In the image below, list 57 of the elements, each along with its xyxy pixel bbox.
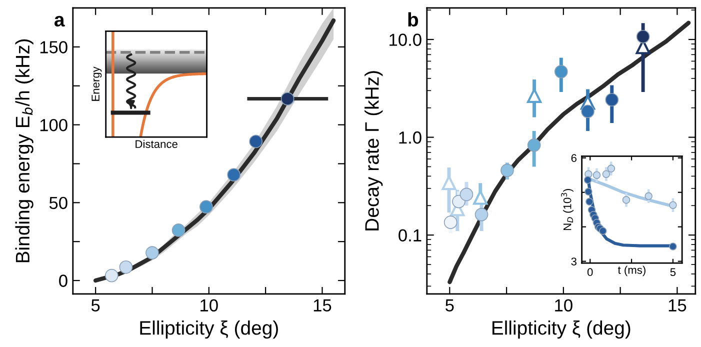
point (598, 227, 607, 235)
x-tick-label: 10 (200, 299, 218, 312)
text: Energy (92, 66, 102, 101)
y-tick-label: 3 (571, 258, 576, 266)
line-series (448, 20, 691, 284)
point (644, 192, 652, 200)
point (442, 176, 456, 190)
y-tick-label: 1.0 (399, 131, 422, 144)
point (104, 268, 118, 282)
point (460, 188, 474, 202)
point (527, 138, 541, 152)
x-axis-title: t (ms) (618, 266, 646, 276)
point (119, 260, 133, 274)
point (605, 93, 619, 106)
text: Distance (136, 140, 178, 148)
point (602, 170, 610, 178)
point (584, 188, 592, 196)
x-tick-label: 15 (314, 299, 332, 312)
point (636, 30, 650, 44)
point (669, 201, 677, 209)
point (669, 242, 677, 250)
point (622, 196, 630, 204)
x-tick-label: 5 (670, 268, 676, 276)
point (581, 104, 594, 118)
point (500, 164, 514, 178)
y-tick-label: 6 (571, 154, 576, 162)
point (607, 164, 616, 172)
x-tick-label: 5 (91, 299, 100, 312)
point (146, 246, 159, 260)
y-tick-label: 0.1 (398, 229, 422, 242)
x-axis-title: Ellipticity ξ (deg) (140, 320, 278, 339)
y-tick-label: 10.0 (390, 34, 422, 46)
point (586, 198, 594, 206)
point (584, 176, 592, 184)
x-tick-label: 15 (668, 299, 686, 312)
y-axis-title: N$_{D}$ (10$^{3}$) (561, 188, 574, 230)
y-tick-label: 150 (40, 41, 68, 54)
point (527, 88, 542, 104)
point (200, 200, 213, 214)
x-tick-label: 10 (555, 299, 572, 312)
x-tick-label: 5 (446, 299, 454, 312)
y-axis-title: Decay rate Γ (kHz) (364, 71, 383, 230)
point (280, 92, 294, 106)
point (227, 168, 240, 182)
y-tick-label: 50 (49, 196, 68, 210)
point (592, 171, 601, 180)
y-tick-label: 100 (40, 118, 68, 132)
point (554, 64, 568, 78)
chart-title: a (54, 16, 65, 27)
point (474, 208, 488, 222)
point (473, 190, 488, 205)
y-axis-title: Binding energy E$_{b}$/h (kHz) (15, 39, 34, 262)
point (172, 224, 186, 237)
point (249, 134, 262, 148)
point (444, 216, 458, 229)
x-axis-title: Ellipticity ξ (deg) (492, 320, 630, 339)
chart-title: b (408, 12, 418, 27)
